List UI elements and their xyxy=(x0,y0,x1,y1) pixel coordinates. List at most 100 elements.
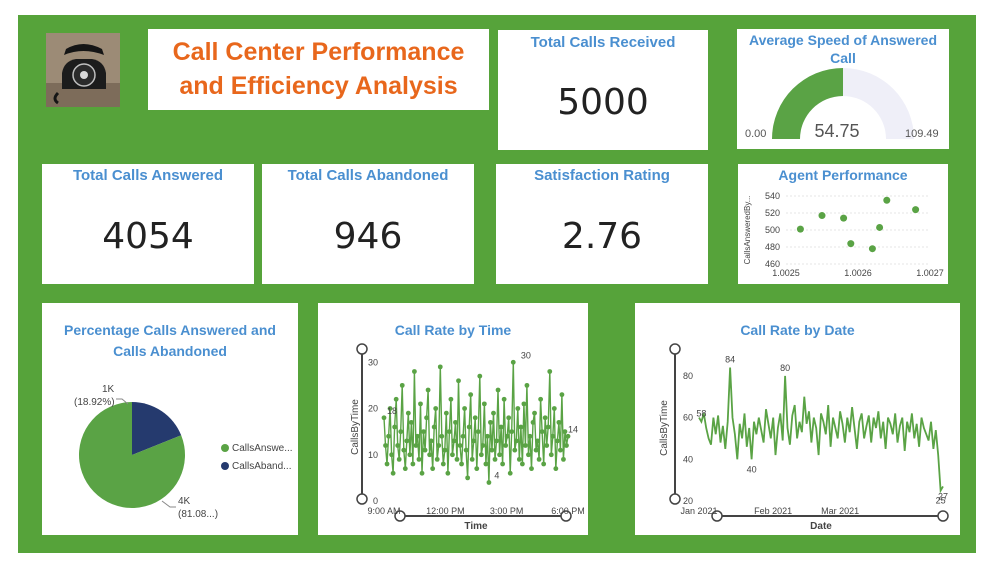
data-point[interactable] xyxy=(489,447,495,453)
data-point[interactable] xyxy=(404,438,410,444)
data-point[interactable] xyxy=(526,452,531,458)
vertical-slider-handle-top[interactable] xyxy=(356,343,368,355)
data-point[interactable] xyxy=(516,456,522,462)
scatter-point[interactable] xyxy=(840,214,848,222)
scatter-point[interactable] xyxy=(796,225,804,233)
data-point[interactable] xyxy=(523,443,528,448)
data-point[interactable] xyxy=(387,406,393,411)
data-point[interactable] xyxy=(389,452,395,458)
data-point[interactable] xyxy=(527,433,533,439)
data-point[interactable] xyxy=(425,387,431,393)
data-point[interactable] xyxy=(506,415,512,421)
data-point[interactable] xyxy=(396,456,402,462)
data-point[interactable] xyxy=(468,392,474,398)
data-point[interactable] xyxy=(565,433,571,439)
series-line[interactable] xyxy=(698,367,944,494)
data-point[interactable] xyxy=(486,480,492,485)
data-point[interactable] xyxy=(559,392,565,398)
data-point[interactable] xyxy=(442,447,448,453)
data-point[interactable] xyxy=(451,438,457,444)
data-point[interactable] xyxy=(457,443,463,448)
scatter-point[interactable] xyxy=(876,223,884,231)
data-point[interactable] xyxy=(529,466,534,472)
data-point[interactable] xyxy=(430,466,436,472)
data-point[interactable] xyxy=(428,438,434,444)
scatter-point[interactable] xyxy=(912,206,920,214)
data-point[interactable] xyxy=(421,429,426,435)
data-point[interactable] xyxy=(475,429,481,435)
data-point[interactable] xyxy=(410,461,416,467)
data-point[interactable] xyxy=(384,461,390,467)
horizontal-slider-handle-right[interactable] xyxy=(937,510,949,522)
data-point[interactable] xyxy=(390,470,396,476)
data-point[interactable] xyxy=(395,443,401,448)
data-point[interactable] xyxy=(510,359,516,365)
data-point[interactable] xyxy=(398,429,404,435)
data-point[interactable] xyxy=(383,443,388,448)
data-point[interactable] xyxy=(557,447,563,453)
vertical-slider-handle-top[interactable] xyxy=(669,343,681,355)
data-point[interactable] xyxy=(497,452,502,458)
data-point[interactable] xyxy=(434,456,440,462)
horizontal-slider-handle-left[interactable] xyxy=(394,510,406,522)
data-point[interactable] xyxy=(488,419,493,425)
data-point[interactable] xyxy=(541,461,547,467)
data-point[interactable] xyxy=(424,415,429,421)
data-point[interactable] xyxy=(494,438,499,444)
data-point[interactable] xyxy=(551,406,557,411)
data-point[interactable] xyxy=(412,369,417,374)
data-point[interactable] xyxy=(474,466,480,472)
data-point[interactable] xyxy=(399,382,405,388)
data-point[interactable] xyxy=(562,429,568,435)
data-point[interactable] xyxy=(478,452,484,458)
pie-slice-callsabandoned[interactable] xyxy=(132,402,182,455)
data-point[interactable] xyxy=(381,415,387,421)
data-point[interactable] xyxy=(436,443,442,448)
horizontal-slider-handle-left[interactable] xyxy=(711,510,723,522)
data-point[interactable] xyxy=(553,466,559,472)
data-point[interactable] xyxy=(439,433,445,439)
data-point[interactable] xyxy=(504,433,510,439)
data-point[interactable] xyxy=(459,461,464,467)
data-point[interactable] xyxy=(539,429,545,435)
data-point[interactable] xyxy=(556,419,562,425)
data-point[interactable] xyxy=(445,470,451,476)
data-point[interactable] xyxy=(431,424,437,430)
data-point[interactable] xyxy=(453,419,458,425)
data-point[interactable] xyxy=(465,475,471,481)
data-point[interactable] xyxy=(491,410,496,416)
data-point[interactable] xyxy=(401,447,407,453)
data-point[interactable] xyxy=(561,456,566,462)
data-point[interactable] xyxy=(554,438,560,444)
data-point[interactable] xyxy=(519,461,525,467)
data-point[interactable] xyxy=(448,396,454,402)
data-point[interactable] xyxy=(544,443,550,448)
data-point[interactable] xyxy=(419,470,425,476)
data-point[interactable] xyxy=(485,433,490,439)
data-point[interactable] xyxy=(415,433,420,439)
data-point[interactable] xyxy=(545,424,551,430)
data-point[interactable] xyxy=(407,452,413,458)
data-point[interactable] xyxy=(413,443,419,448)
scatter-point[interactable] xyxy=(847,240,855,248)
data-point[interactable] xyxy=(495,387,501,393)
data-point[interactable] xyxy=(422,447,428,453)
data-point[interactable] xyxy=(530,419,536,425)
data-point[interactable] xyxy=(463,447,469,453)
data-point[interactable] xyxy=(521,401,527,407)
data-point[interactable] xyxy=(450,452,455,458)
data-point[interactable] xyxy=(418,401,423,407)
data-point[interactable] xyxy=(472,415,478,421)
data-point[interactable] xyxy=(512,447,518,453)
data-point[interactable] xyxy=(538,396,544,402)
vertical-slider-handle-bottom[interactable] xyxy=(669,493,681,505)
data-point[interactable] xyxy=(550,433,556,439)
data-point[interactable] xyxy=(564,443,569,448)
data-point[interactable] xyxy=(518,424,524,430)
scatter-point[interactable] xyxy=(818,212,826,220)
data-point[interactable] xyxy=(454,456,460,462)
data-point[interactable] xyxy=(524,382,530,388)
data-point[interactable] xyxy=(427,452,433,458)
data-point[interactable] xyxy=(535,438,540,444)
horizontal-slider-handle-right[interactable] xyxy=(560,510,572,522)
